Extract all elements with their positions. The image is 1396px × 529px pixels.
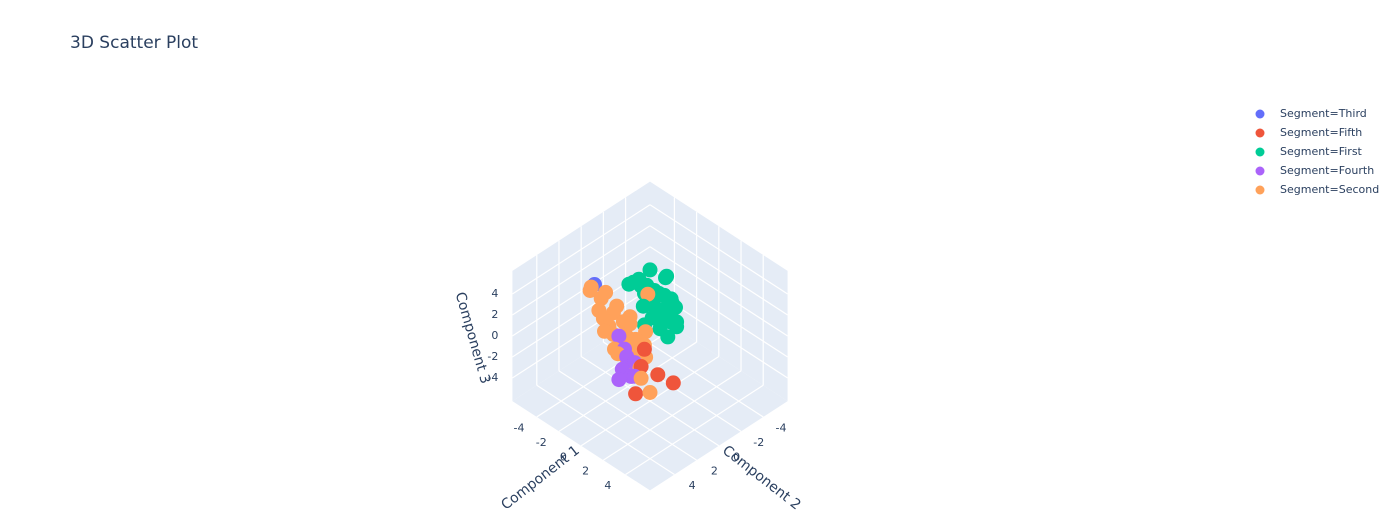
legend-marker-3 bbox=[1255, 166, 1265, 176]
gridline-z-right bbox=[649, 225, 788, 316]
legend-label-1: Segment=Fifth bbox=[1280, 126, 1362, 139]
gridline-y-floor bbox=[580, 355, 720, 447]
chart-title: 3D Scatter Plot bbox=[70, 33, 199, 53]
data-point-4 bbox=[633, 370, 649, 386]
legend-marker-0 bbox=[1255, 109, 1265, 119]
data-point-3 bbox=[611, 372, 627, 388]
tick-label-z: 4 bbox=[491, 287, 498, 300]
tick-layer: -4 -4 -4 -2 -2 -2 0 0 0 2 2 2 4 4 4 bbox=[487, 287, 786, 492]
legend-label-2: Segment=First bbox=[1280, 145, 1363, 158]
data-point-4 bbox=[582, 283, 598, 298]
axis-title-z: Component 3 bbox=[452, 290, 493, 385]
data-point-1 bbox=[650, 367, 666, 383]
data-point-4 bbox=[640, 286, 656, 302]
tick-label-y: -4 bbox=[775, 421, 786, 434]
gridline-z-right bbox=[649, 246, 788, 337]
point-layer bbox=[582, 262, 685, 402]
gridline-x-floor bbox=[603, 370, 742, 461]
tick-label-x: -4 bbox=[514, 421, 525, 434]
tick-label-z: 0 bbox=[491, 329, 498, 342]
data-point-2 bbox=[658, 270, 673, 286]
tick-label-y: 4 bbox=[689, 479, 696, 492]
data-point-3 bbox=[611, 328, 627, 344]
gridline-y-floor bbox=[536, 384, 675, 476]
data-point-2 bbox=[660, 329, 676, 345]
legend-marker-2 bbox=[1255, 147, 1265, 157]
gridline-z-left bbox=[512, 225, 651, 316]
data-point-4 bbox=[597, 323, 612, 339]
tick-label-x: -2 bbox=[536, 436, 547, 449]
legend-label-4: Segment=Second bbox=[1280, 183, 1379, 196]
data-point-1 bbox=[636, 341, 652, 357]
legend: Segment=Third Segment=Fifth Segment=First S… bbox=[1255, 107, 1379, 196]
data-point-4 bbox=[598, 284, 614, 300]
tick-label-z: -4 bbox=[487, 371, 498, 384]
data-point-4 bbox=[642, 385, 658, 400]
axis-title-y: Component 2 bbox=[719, 443, 803, 514]
gridline-z-left bbox=[512, 246, 651, 337]
tick-label-x: 4 bbox=[604, 479, 611, 492]
data-point-2 bbox=[669, 319, 685, 335]
legend-label-0: Segment=Third bbox=[1280, 107, 1367, 120]
data-point-2 bbox=[642, 262, 658, 278]
data-point-1 bbox=[628, 386, 644, 402]
data-point-1 bbox=[665, 375, 681, 391]
tick-label-y: 0 bbox=[733, 450, 740, 463]
tick-label-x: 0 bbox=[560, 450, 567, 463]
tick-label-x: 2 bbox=[582, 465, 589, 478]
legend-marker-1 bbox=[1255, 128, 1265, 138]
gridline-z-right bbox=[649, 204, 788, 295]
data-point-2 bbox=[635, 298, 651, 314]
gridline-z-left bbox=[512, 204, 651, 295]
axis-title-x: Component 1 bbox=[498, 443, 582, 514]
tick-label-z: -2 bbox=[487, 350, 498, 363]
legend-marker-4 bbox=[1255, 185, 1265, 195]
tick-label-y: -2 bbox=[753, 436, 764, 449]
gridline-y-floor bbox=[558, 370, 697, 461]
gridline-x-floor bbox=[625, 384, 764, 476]
legend-label-3: Segment=Fourth bbox=[1280, 164, 1374, 177]
tick-label-y: 2 bbox=[711, 465, 718, 478]
tick-label-z: 2 bbox=[491, 308, 498, 321]
